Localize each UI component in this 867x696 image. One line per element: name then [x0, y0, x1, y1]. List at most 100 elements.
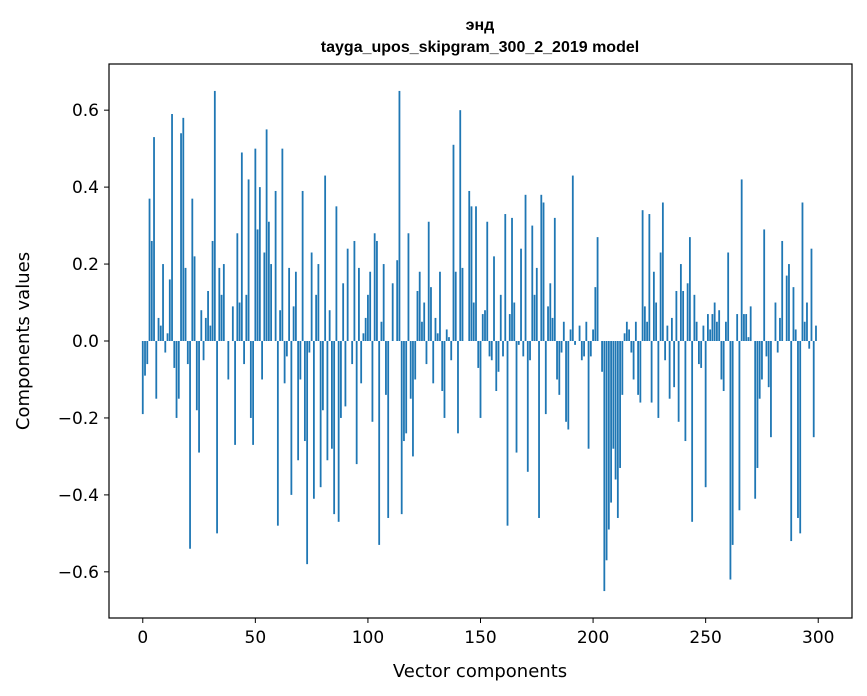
bar [810, 248, 813, 341]
bar [175, 341, 178, 418]
bar [207, 290, 209, 341]
bar [806, 302, 808, 341]
bar [596, 237, 599, 342]
bar [432, 341, 435, 384]
bar [220, 294, 223, 341]
bar [740, 179, 743, 341]
bar [497, 341, 500, 372]
x-tick-label: 150 [464, 628, 496, 648]
bar [574, 341, 576, 345]
bar [254, 148, 257, 341]
bar [630, 341, 633, 353]
bar [803, 321, 806, 341]
bar [171, 114, 173, 341]
bar [551, 317, 554, 341]
bar [376, 240, 378, 341]
y-axis-label: Components values [13, 252, 34, 430]
bar [166, 333, 169, 341]
bar [504, 214, 507, 341]
bar [267, 221, 270, 341]
bar [614, 341, 617, 480]
bar [216, 341, 218, 534]
bar [747, 337, 750, 341]
bar [146, 341, 149, 365]
bar [475, 206, 477, 341]
bar [301, 190, 304, 341]
bar [182, 117, 185, 341]
bar [535, 267, 538, 341]
bar [405, 341, 408, 434]
bar [632, 341, 635, 380]
bar [639, 341, 642, 403]
bar [344, 341, 347, 407]
x-axis-ticks: 0 50 100 150 200 250 300 [137, 618, 834, 648]
bar [524, 194, 527, 341]
bar [637, 341, 640, 395]
bar [499, 294, 502, 341]
bar [758, 341, 761, 399]
bar [265, 129, 268, 341]
y-tick-label: 0.0 [72, 332, 99, 352]
bar [249, 341, 252, 418]
bar [538, 341, 540, 518]
bar [682, 290, 685, 341]
y-tick-label: −0.2 [58, 409, 99, 429]
bar [684, 341, 687, 442]
bar [612, 341, 615, 449]
bar [367, 294, 369, 341]
bar [150, 240, 153, 341]
bar [407, 233, 410, 341]
bar [707, 314, 709, 341]
bar [569, 329, 572, 341]
bar [297, 341, 300, 461]
bar [290, 341, 293, 495]
bar [342, 283, 345, 341]
bar [412, 341, 414, 457]
bar [369, 271, 372, 341]
bar [468, 190, 471, 341]
bar [623, 333, 626, 341]
bar [776, 341, 779, 353]
bar [765, 341, 768, 357]
bar [533, 294, 536, 341]
y-axis-ticks: −0.6 −0.4 −0.2 0.0 0.2 0.4 0.6 [58, 101, 109, 583]
bar [247, 179, 250, 341]
bar [666, 325, 669, 341]
bar [362, 333, 365, 341]
bar [605, 341, 608, 561]
bar [445, 329, 448, 341]
bar [502, 341, 504, 357]
bar [353, 240, 356, 341]
bar [148, 198, 151, 341]
bar [231, 306, 234, 342]
bar [186, 341, 189, 365]
bar [457, 341, 459, 434]
bar [731, 341, 734, 545]
bar [193, 256, 196, 341]
bar [488, 341, 491, 357]
bar [355, 341, 358, 465]
bar [542, 202, 545, 341]
bar [616, 341, 619, 518]
bar [646, 321, 649, 341]
bar [450, 341, 453, 361]
bar [688, 237, 691, 342]
bar [655, 302, 658, 341]
bar [263, 252, 266, 341]
x-tick-label: 250 [689, 628, 721, 648]
bar [601, 341, 603, 372]
bar [625, 321, 628, 341]
bar [607, 341, 610, 530]
bar [529, 341, 531, 361]
bar [439, 271, 441, 341]
bar [195, 341, 198, 411]
bar [425, 341, 428, 365]
bar [321, 341, 324, 411]
bar [391, 283, 394, 341]
bar [511, 217, 513, 341]
bar [738, 341, 741, 511]
bar [486, 221, 489, 341]
bar [276, 341, 279, 526]
bar [641, 210, 644, 341]
bar [547, 306, 549, 342]
